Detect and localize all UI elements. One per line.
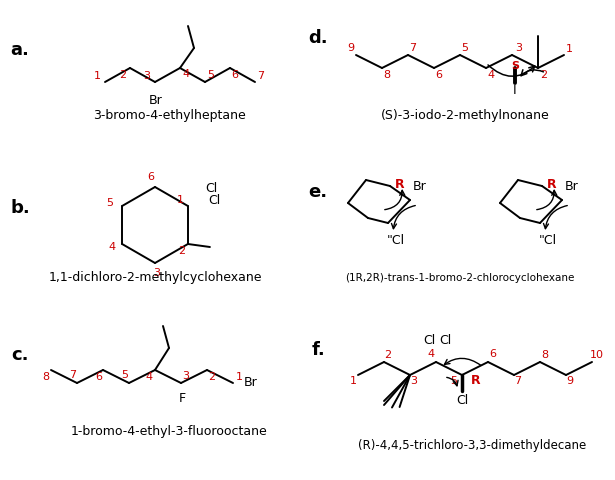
FancyArrowPatch shape [392, 205, 415, 228]
Text: 3-bromo-4-ethylheptane: 3-bromo-4-ethylheptane [93, 108, 245, 121]
Text: Cl: Cl [208, 194, 220, 207]
Text: I: I [513, 84, 517, 97]
Text: 2: 2 [119, 70, 127, 80]
FancyArrowPatch shape [488, 65, 534, 76]
Text: 5: 5 [207, 70, 215, 80]
Text: 4: 4 [488, 70, 494, 80]
Text: Br: Br [565, 180, 579, 192]
Text: 3: 3 [183, 371, 189, 381]
Text: Br: Br [413, 180, 427, 192]
Text: Cl: Cl [423, 334, 435, 347]
Text: 2: 2 [178, 246, 186, 256]
Text: 1: 1 [177, 195, 183, 205]
Text: 4: 4 [183, 69, 189, 79]
Text: 6: 6 [231, 70, 239, 80]
FancyArrowPatch shape [385, 191, 405, 210]
Text: a.: a. [10, 41, 30, 59]
Text: f.: f. [311, 341, 325, 359]
Text: 3: 3 [410, 376, 418, 386]
Text: 3: 3 [143, 71, 151, 81]
Text: e.: e. [309, 183, 328, 201]
Text: 6: 6 [490, 349, 496, 359]
Text: (R)-4,4,5-trichloro-3,3-dimethyldecane: (R)-4,4,5-trichloro-3,3-dimethyldecane [358, 439, 586, 452]
Text: Cl: Cl [456, 395, 468, 408]
Text: 6: 6 [95, 372, 103, 382]
Text: b.: b. [10, 199, 30, 217]
Text: R: R [395, 178, 405, 191]
Text: 4: 4 [145, 372, 153, 382]
Text: 8: 8 [383, 70, 391, 80]
Text: (1R,2R)-trans-1-bromo-2-chlorocyclohexane: (1R,2R)-trans-1-bromo-2-chlorocyclohexan… [345, 273, 574, 283]
Text: 6: 6 [148, 172, 154, 182]
Text: 2: 2 [208, 372, 216, 382]
Text: 5: 5 [451, 376, 458, 386]
FancyArrowPatch shape [521, 70, 544, 76]
Text: 8: 8 [42, 372, 50, 382]
Text: (S)-3-iodo-2-methylnonane: (S)-3-iodo-2-methylnonane [381, 108, 549, 121]
Text: R: R [471, 374, 481, 387]
Text: 9: 9 [347, 43, 355, 53]
Text: 5: 5 [106, 198, 114, 208]
Text: 7: 7 [69, 370, 76, 380]
Text: "Cl: "Cl [387, 235, 405, 248]
Text: 7: 7 [258, 71, 264, 81]
FancyArrowPatch shape [544, 205, 567, 228]
Text: d.: d. [308, 29, 328, 47]
Text: R: R [547, 178, 557, 191]
Text: 1: 1 [349, 376, 357, 386]
Text: 3: 3 [154, 268, 161, 278]
Text: 4: 4 [427, 349, 435, 359]
Text: 6: 6 [435, 70, 443, 80]
Text: Cl: Cl [439, 334, 451, 347]
Text: Br: Br [244, 376, 258, 389]
Text: 5: 5 [461, 43, 469, 53]
Text: 10: 10 [590, 350, 604, 360]
Text: 1: 1 [236, 372, 242, 382]
Text: F: F [178, 393, 186, 406]
Text: 4: 4 [108, 242, 116, 252]
FancyArrowPatch shape [446, 377, 458, 386]
Text: 1,1-dichloro-2-methylcyclohexane: 1,1-dichloro-2-methylcyclohexane [48, 272, 262, 285]
Text: 7: 7 [410, 43, 416, 53]
Text: 1: 1 [566, 44, 573, 54]
Text: c.: c. [11, 346, 29, 364]
Text: 1: 1 [93, 71, 100, 81]
Text: 8: 8 [541, 350, 549, 360]
FancyArrowPatch shape [445, 359, 481, 365]
Text: 9: 9 [566, 376, 574, 386]
Text: 5: 5 [122, 370, 129, 380]
Text: 2: 2 [384, 350, 392, 360]
Text: 7: 7 [514, 376, 522, 386]
Text: S: S [511, 61, 519, 71]
FancyArrowPatch shape [537, 191, 557, 210]
Text: 2: 2 [541, 70, 547, 80]
Text: Cl: Cl [205, 181, 217, 194]
Text: 1-bromo-4-ethyl-3-fluorooctane: 1-bromo-4-ethyl-3-fluorooctane [71, 425, 268, 439]
Text: Br: Br [149, 94, 163, 107]
Text: "Cl: "Cl [539, 235, 557, 248]
Text: 3: 3 [515, 43, 523, 53]
